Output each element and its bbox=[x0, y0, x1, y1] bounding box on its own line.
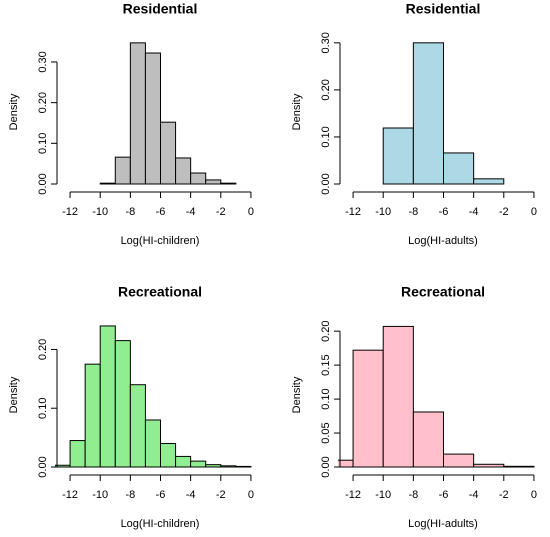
bars bbox=[382, 42, 505, 185]
bar bbox=[160, 121, 177, 185]
bar bbox=[175, 157, 192, 185]
x-axis-label: Log(HI-adults) bbox=[408, 518, 478, 530]
x-tick-label: 0 bbox=[531, 206, 537, 218]
bars bbox=[99, 42, 237, 185]
y-tick-label: 0.20 bbox=[320, 320, 332, 341]
bar bbox=[99, 325, 116, 468]
x-axis-label: Log(HI-adults) bbox=[408, 235, 478, 247]
x-tick-label: -10 bbox=[92, 206, 108, 218]
y-axis-label: Density bbox=[8, 376, 20, 413]
bar bbox=[443, 152, 475, 185]
bar bbox=[443, 453, 475, 468]
y-tick-label: 0.00 bbox=[37, 456, 49, 477]
x-axis-label: Log(HI-children) bbox=[121, 518, 200, 530]
bar bbox=[205, 179, 222, 185]
y-tick-label: 0.20 bbox=[37, 339, 49, 360]
x-tick-label: -2 bbox=[216, 489, 226, 501]
y-tick-label: 0.10 bbox=[320, 126, 332, 147]
bars bbox=[55, 325, 252, 468]
x-tick-label: -10 bbox=[375, 489, 391, 501]
y-tick-label: 0.10 bbox=[37, 133, 49, 154]
x-tick-label: -10 bbox=[92, 489, 108, 501]
bar bbox=[412, 42, 445, 185]
bar bbox=[99, 182, 116, 185]
bar bbox=[473, 178, 505, 185]
y-tick-label: 0.05 bbox=[320, 422, 332, 443]
x-tick-label: -12 bbox=[62, 489, 78, 501]
y-tick-label: 0.00 bbox=[320, 456, 332, 477]
x-tick-label: 0 bbox=[531, 489, 537, 501]
bar bbox=[190, 172, 207, 185]
bar bbox=[473, 463, 505, 468]
bar bbox=[220, 182, 237, 185]
x-tick-label: -12 bbox=[62, 206, 78, 218]
y-axis-label: Density bbox=[291, 376, 303, 413]
bar bbox=[69, 440, 86, 468]
panel: Recreational Log(HI-adults) Density -12 -10 -… bbox=[291, 284, 537, 530]
x-tick-label: 0 bbox=[248, 206, 254, 218]
y-axis-label: Density bbox=[8, 93, 20, 130]
x-tick-label: -8 bbox=[125, 489, 135, 501]
bar bbox=[190, 460, 207, 468]
bar bbox=[129, 42, 146, 185]
x-axis-label: Log(HI-children) bbox=[121, 235, 200, 247]
x-tick-label: -6 bbox=[156, 206, 166, 218]
bar bbox=[160, 442, 177, 468]
bar bbox=[503, 465, 535, 468]
bar bbox=[144, 419, 162, 468]
x-tick-label: 0 bbox=[248, 489, 254, 501]
bar bbox=[84, 363, 101, 468]
x-tick-label: -6 bbox=[439, 489, 449, 501]
x-tick-label: -2 bbox=[216, 206, 226, 218]
x-tick-label: -4 bbox=[186, 489, 196, 501]
bar bbox=[235, 465, 252, 468]
bar bbox=[175, 455, 192, 468]
y-tick-label: 0.30 bbox=[37, 51, 49, 72]
y-tick-label: 0.10 bbox=[320, 388, 332, 409]
y-tick-label: 0.20 bbox=[37, 92, 49, 113]
bar bbox=[382, 127, 414, 185]
x-tick-label: -8 bbox=[408, 206, 418, 218]
bar bbox=[114, 156, 131, 185]
y-tick-label: 0.10 bbox=[37, 398, 49, 419]
y-tick-label: 0.30 bbox=[320, 32, 332, 53]
x-tick-label: -4 bbox=[186, 206, 196, 218]
bar bbox=[412, 411, 445, 468]
panel: Recreational Log(HI-children) Density -12 -1… bbox=[8, 284, 254, 530]
y-axis-label: Density bbox=[291, 93, 303, 130]
panel: Residential Log(HI-adults) Density -12 -10 -8… bbox=[291, 1, 537, 247]
chart-title: Recreational bbox=[401, 284, 485, 300]
x-tick-label: -10 bbox=[375, 206, 391, 218]
x-tick-label: -2 bbox=[499, 489, 509, 501]
panel: Residential Log(HI-children) Density -12 -10… bbox=[8, 1, 254, 247]
x-tick-label: -8 bbox=[125, 206, 135, 218]
bar bbox=[352, 349, 384, 468]
bars bbox=[338, 325, 535, 468]
bar bbox=[144, 52, 162, 185]
y-tick-label: 0.20 bbox=[320, 79, 332, 100]
x-tick-label: -4 bbox=[469, 206, 479, 218]
x-tick-label: -6 bbox=[439, 206, 449, 218]
x-tick-label: -4 bbox=[469, 489, 479, 501]
chart-title: Residential bbox=[406, 1, 481, 17]
x-tick-label: -12 bbox=[345, 206, 361, 218]
x-tick-label: -2 bbox=[499, 206, 509, 218]
bar bbox=[382, 325, 414, 468]
y-tick-label: 0.15 bbox=[320, 354, 332, 375]
y-tick-label: 0.00 bbox=[37, 173, 49, 194]
bar bbox=[129, 384, 146, 468]
x-tick-label: -12 bbox=[345, 489, 361, 501]
x-tick-label: -6 bbox=[156, 489, 166, 501]
x-tick-label: -8 bbox=[408, 489, 418, 501]
bar bbox=[205, 464, 222, 468]
chart-title: Residential bbox=[123, 1, 198, 17]
y-tick-label: 0.00 bbox=[320, 173, 332, 194]
bar bbox=[220, 465, 237, 468]
chart-title: Recreational bbox=[118, 284, 202, 300]
bar bbox=[114, 340, 131, 468]
